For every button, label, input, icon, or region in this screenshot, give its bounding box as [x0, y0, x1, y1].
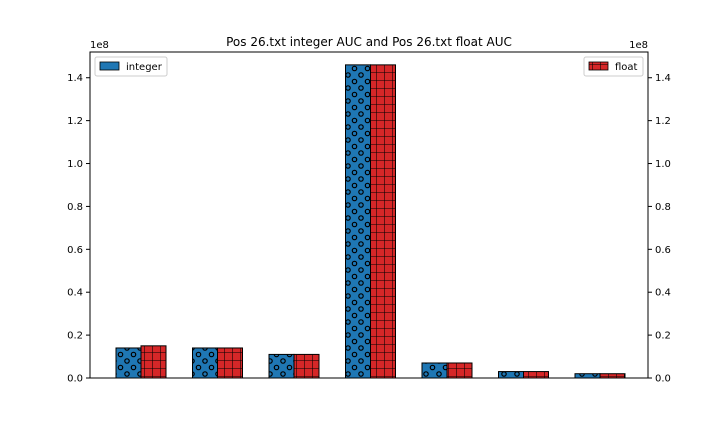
left-axis: 0.0 0.2 0.4 0.6 0.8 1.0 1.2 1.4 — [67, 73, 90, 385]
legend-integer: integer — [94, 56, 168, 77]
left-tick-label: 0.6 — [67, 245, 83, 256]
right-tick-label: 0.6 — [655, 245, 671, 256]
bar-integer-5 — [421, 362, 448, 379]
left-tick-label: 0.8 — [67, 202, 83, 213]
bar-float-4 — [370, 64, 396, 379]
left-tick-label: 1.4 — [67, 73, 83, 84]
legend-float: float — [583, 56, 644, 77]
legend-label-integer: integer — [126, 62, 163, 73]
bar-integer-1 — [115, 347, 142, 379]
right-offset-text: 1e8 — [629, 40, 648, 51]
bar-float-3 — [293, 353, 320, 379]
bar-float-6 — [523, 371, 549, 379]
bar-float-1 — [140, 345, 167, 379]
right-tick-label: 0.0 — [655, 374, 671, 385]
right-tick-label: 1.4 — [655, 73, 671, 84]
left-tick-label: 0.0 — [67, 374, 83, 385]
bar-integer-6 — [498, 371, 524, 379]
right-tick-label: 0.4 — [655, 288, 671, 299]
left-tick-label: 1.2 — [67, 116, 83, 127]
bar-float-7 — [599, 373, 626, 379]
right-tick-label: 0.2 — [655, 331, 671, 342]
bar-integer-7 — [574, 373, 601, 379]
left-offset-text: 1e8 — [90, 40, 109, 51]
left-tick-label: 1.0 — [67, 159, 83, 170]
legend-label-float: float — [615, 62, 638, 73]
left-tick-label: 0.4 — [67, 288, 83, 299]
bars-group — [115, 64, 626, 379]
chart-title: Pos 26.txt integer AUC and Pos 26.txt fl… — [226, 35, 512, 49]
right-axis: 0.0 0.2 0.4 0.6 0.8 1.0 1.2 1.4 — [648, 73, 671, 385]
legend-swatch-integer — [99, 61, 120, 71]
right-tick-label: 1.2 — [655, 116, 671, 127]
right-tick-label: 0.8 — [655, 202, 671, 213]
bar-integer-3 — [268, 353, 295, 379]
legend-swatch-float — [588, 61, 609, 71]
right-tick-label: 1.0 — [655, 159, 671, 170]
left-tick-label: 0.2 — [67, 331, 83, 342]
bar-integer-2 — [192, 347, 218, 379]
bar-float-2 — [217, 347, 243, 379]
plot-frame — [89, 51, 649, 379]
bar-integer-4 — [345, 64, 371, 379]
bar-float-5 — [446, 362, 473, 379]
